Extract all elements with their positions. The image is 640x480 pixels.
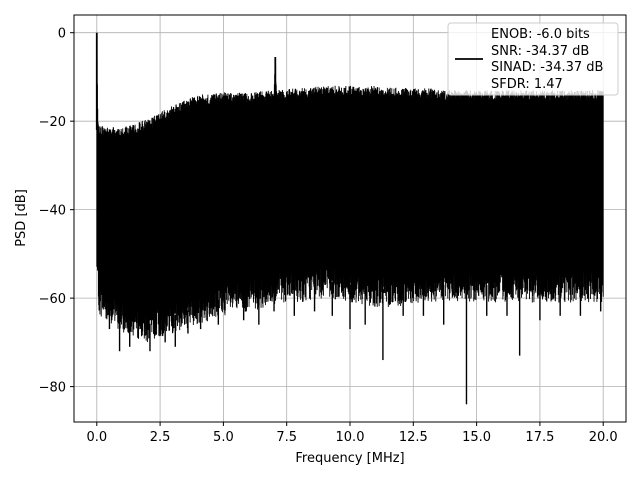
legend-sinad: SINAD: -34.37 dB [491,60,603,75]
x-tick-label: 15.0 [462,430,491,445]
y-tick-label: 0 [58,27,66,42]
y-tick-label: −60 [39,292,66,307]
y-tick-label: −40 [39,204,66,219]
x-tick-label: 12.5 [399,430,428,445]
x-tick-label: 7.5 [276,430,297,445]
y-tick-label: −20 [39,115,66,130]
legend-sfdr: SFDR: 1.47 [491,77,563,92]
legend: ENOB: -6.0 bits SNR: -34.37 dB SINAD: -3… [447,22,619,96]
axis-ticks: 0.0 2.5 5.0 7.5 10.0 12.5 15.0 17.5 20.0 0 −20 −40 −… [39,27,618,445]
y-tick-label: −80 [39,381,66,396]
y-axis-label: PSD [dB] [14,189,29,247]
psd-line [96,39,604,342]
x-tick-label: 17.5 [525,430,554,445]
x-tick-label: 10.0 [336,430,365,445]
legend-box [447,22,619,96]
x-tick-label: 20.0 [589,430,618,445]
legend-snr: SNR: -34.37 dB [491,44,589,59]
x-axis-label: Frequency [MHz] [295,451,404,466]
x-tick-label: 5.0 [213,430,234,445]
legend-enob: ENOB: -6.0 bits [491,27,590,42]
x-tick-label: 2.5 [150,430,171,445]
x-tick-label: 0.0 [86,430,107,445]
psd-trace [95,32,604,405]
